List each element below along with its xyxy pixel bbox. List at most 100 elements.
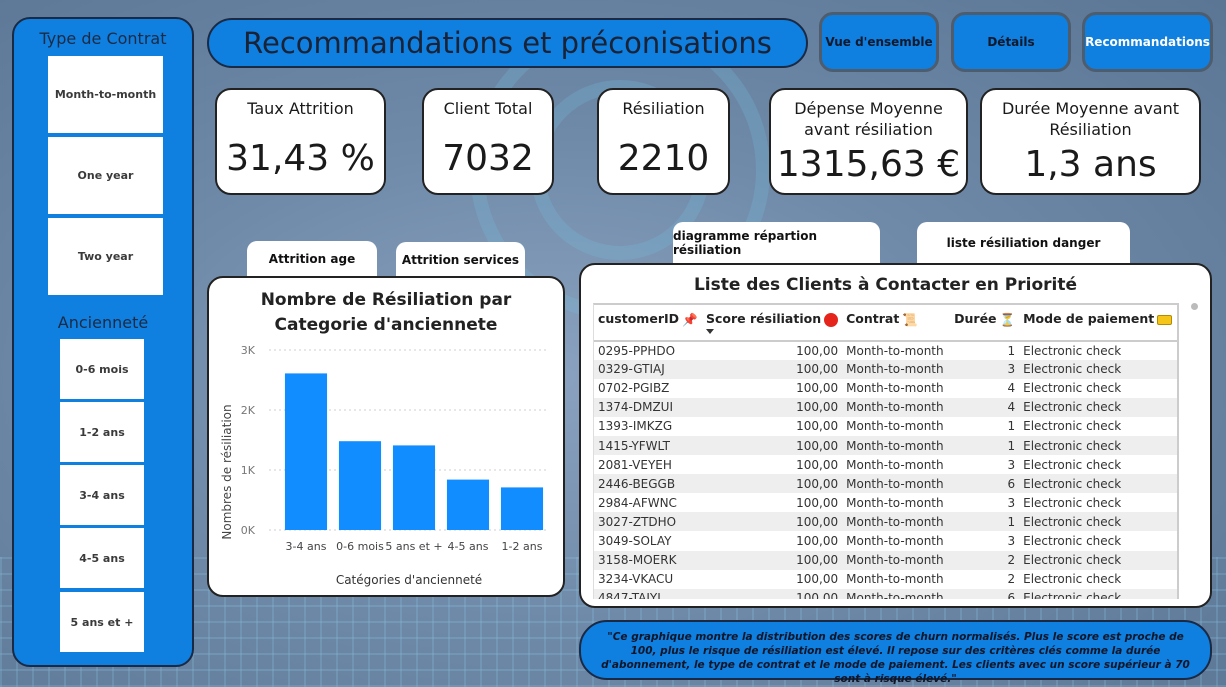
cell-payment: Electronic check [1023,572,1122,587]
tab-diagram-churn[interactable]: diagramme répartion résiliation [673,222,880,264]
churn-by-tenure-chart-card: Nombre de Résiliation par Categorie d'an… [207,276,565,597]
cell-payment: Electronic check [1023,343,1122,358]
bar[interactable] [446,479,490,530]
tenure-option-4-5[interactable]: 4-5 ans [60,528,144,588]
tenure-option-3-4[interactable]: 3-4 ans [60,465,144,525]
x-tick-label: 1-2 ans [502,540,543,553]
tenure-option-1-2[interactable]: 1-2 ans [60,402,144,462]
cell-customerid: 1393-IMKZG [598,419,673,434]
table-row[interactable]: 0295-PPHDO 100,00 Month-to-month 1 Electroni… [594,341,1177,360]
cell-score: 100,00 [702,397,843,417]
cell-customerid: 3158-MOERK [594,550,702,570]
cell-duration: 3 [1007,533,1016,548]
tenure-option-0-6[interactable]: 0-6 mois [60,339,144,399]
kpi-attrition-label: Taux Attrition [247,99,354,118]
scroll-icon: 📜 [902,311,918,327]
table-row[interactable]: 0329-GTIAJ 100,00 Month-to-month 3 Electroni… [594,359,1177,379]
cell-contract: Month-to-month [842,435,951,456]
column-label-customerid: customerID [598,311,680,326]
contract-option-month-to-month[interactable]: Month-to-month [48,56,163,133]
kpi-churn-value: 2210 [617,138,710,179]
column-label-contract: Contrat [846,311,900,326]
cell-customerid: 3027-ZTDHO [594,512,702,532]
cell-customerid: 3234-VKACU [598,572,674,587]
cell-contract: Month-to-month [846,572,944,587]
column-label-score: Score résiliation [706,311,822,326]
cell-score: 100,00 [796,533,839,548]
cell-contract: Month-to-month [842,397,951,417]
bar[interactable] [284,373,328,530]
table-row[interactable]: 3027-ZTDHO 100,00 Month-to-month 1 Electroni… [594,512,1177,532]
cell-payment: Electronic check [1023,495,1122,510]
table-row[interactable]: 2081-VEYEH 100,00 Month-to-month 3 Electroni… [594,455,1177,474]
credit-card-icon [1157,314,1173,325]
pushpin-icon: 📌 [682,311,698,327]
table-row[interactable]: 0702-PGIBZ 100,00 Month-to-month 4 Electroni… [594,379,1177,398]
cell-customerid: 2446-BEGGB [594,474,702,494]
priority-clients-table[interactable]: customerID 📌 Score résiliation Contrat 📜 D… [593,303,1179,599]
cell-payment: Electronic check [1023,419,1122,434]
cell-contract: Month-to-month [846,381,944,396]
contract-option-one-year[interactable]: One year [48,137,163,214]
column-header-contract[interactable]: Contrat 📜 [842,305,951,342]
cell-score: 100,00 [796,457,839,472]
cell-contract: Month-to-month [842,512,951,532]
nav-recommendations-button[interactable]: Recommandations [1082,12,1213,72]
table-row[interactable]: 3049-SOLAY 100,00 Month-to-month 3 Electroni… [594,531,1177,550]
cell-score: 100,00 [796,572,839,587]
table-scrollbar-thumb[interactable] [1191,303,1198,310]
red-circle-icon [824,312,839,327]
tab-churn-danger-list[interactable]: liste résiliation danger [917,222,1130,264]
cell-duration: 2 [1007,572,1016,587]
cell-contract: Month-to-month [842,588,951,599]
column-header-score[interactable]: Score résiliation [702,305,843,342]
x-tick-label: 5 ans et + [385,540,442,553]
cell-duration: 4 [950,397,1020,417]
cell-contract: Month-to-month [842,474,951,494]
kpi-spend-card: Dépense Moyenne avant résiliation 1315,6… [769,88,968,195]
table-row[interactable]: 1415-YFWLT 100,00 Month-to-month 1 Electroni… [594,435,1177,456]
bar[interactable] [392,445,436,530]
score-explanation-note: "Ce graphique montre la distribution des… [579,620,1212,685]
kpi-churn-label: Résiliation [622,99,705,118]
table-row[interactable]: 1374-DMZUI 100,00 Month-to-month 4 Electroni… [594,397,1177,417]
bar[interactable] [500,487,544,530]
cell-customerid: 0295-PPHDO [598,343,676,358]
table-row[interactable]: 1393-IMKZG 100,00 Month-to-month 1 Electroni… [594,417,1177,436]
tab-attrition-services[interactable]: Attrition services [396,242,525,277]
nav-details-button[interactable]: Détails [951,12,1071,72]
kpi-duration-value: 1,3 ans [1024,144,1157,185]
column-label-duration: Durée [954,311,997,326]
cell-contract: Month-to-month [846,343,944,358]
column-header-duration[interactable]: Durée ⏳ [950,305,1020,342]
column-header-payment[interactable]: Mode de paiement [1019,305,1177,342]
table-row[interactable]: 3158-MOERK 100,00 Month-to-month 2 Electroni… [594,550,1177,570]
y-tick-label: 3K [241,344,256,357]
cell-duration: 6 [950,588,1020,599]
cell-customerid: 0329-GTIAJ [594,359,702,379]
x-tick-label: 4-5 ans [448,540,489,553]
cell-duration: 1 [1007,419,1016,434]
cell-payment: Electronic check [1023,457,1122,472]
table-row[interactable]: 3234-VKACU 100,00 Month-to-month 2 Electroni… [594,570,1177,589]
nav-overview-button[interactable]: Vue d'ensemble [819,12,939,72]
bar[interactable] [338,441,382,530]
table-row[interactable]: 2984-AFWNC 100,00 Month-to-month 3 Electroni… [594,493,1177,512]
contract-type-title: Type de Contrat [39,29,167,48]
kpi-duration-label: Durée Moyenne avant Résiliation [1001,99,1180,139]
cell-contract: Month-to-month [842,359,951,379]
cell-score: 100,00 [702,550,843,570]
tenure-option-5-plus[interactable]: 5 ans et + [60,592,144,652]
column-header-customerid[interactable]: customerID 📌 [594,305,702,342]
cell-payment: Electronic check [1019,435,1177,456]
cell-score: 100,00 [796,419,839,434]
cell-score: 100,00 [796,381,839,396]
cell-customerid: 2984-AFWNC [598,495,677,510]
kpi-attrition-value: 31,43 % [226,138,375,179]
contract-option-two-year[interactable]: Two year [48,218,163,295]
cell-payment: Electronic check [1019,550,1177,570]
table-row[interactable]: 2446-BEGGB 100,00 Month-to-month 6 Electroni… [594,474,1177,494]
table-row[interactable]: 4847-TAJYI 100,00 Month-to-month 6 Electroni… [594,588,1177,599]
tab-attrition-age[interactable]: Attrition age [247,241,377,277]
cell-customerid: 2081-VEYEH [598,457,672,472]
